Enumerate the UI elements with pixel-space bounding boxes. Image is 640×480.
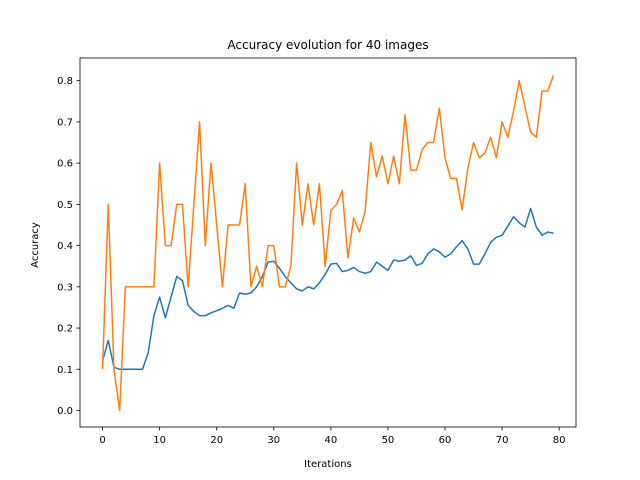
x-tick-label: 20 (210, 435, 223, 446)
x-axis-ticks: 0 10 20 30 40 50 60 70 80 (99, 427, 566, 446)
y-tick-label: 0.7 (57, 117, 73, 128)
x-axis-label: Iterations (304, 459, 352, 470)
x-tick-label: 70 (496, 435, 509, 446)
y-tick-label: 0.3 (57, 282, 73, 293)
y-tick-label: 0.2 (57, 324, 73, 335)
y-axis-ticks: 0.0 0.1 0.2 0.3 0.4 0.5 0.6 0.7 0.8 (57, 76, 80, 417)
y-axis-label: Accuracy (30, 222, 41, 268)
axes-frame (79, 57, 577, 428)
series-line-1 (101, 207, 554, 371)
chart-title: Accuracy evolution for 40 images (227, 38, 428, 52)
y-tick-label: 0.4 (57, 241, 73, 252)
x-tick-label: 40 (324, 435, 337, 446)
y-tick-label: 0.0 (57, 406, 73, 417)
y-tick-label: 0.5 (57, 200, 73, 211)
x-tick-label: 10 (153, 435, 166, 446)
x-tick-label: 50 (382, 435, 395, 446)
x-tick-label: 0 (99, 435, 105, 446)
plot-lines (101, 75, 555, 412)
y-tick-label: 0.6 (57, 159, 73, 170)
x-tick-label: 30 (267, 435, 280, 446)
y-tick-label: 0.8 (57, 76, 73, 87)
series-line-2 (101, 75, 555, 412)
x-tick-label: 80 (553, 435, 566, 446)
x-tick-label: 60 (439, 435, 452, 446)
y-tick-label: 0.1 (57, 365, 73, 376)
